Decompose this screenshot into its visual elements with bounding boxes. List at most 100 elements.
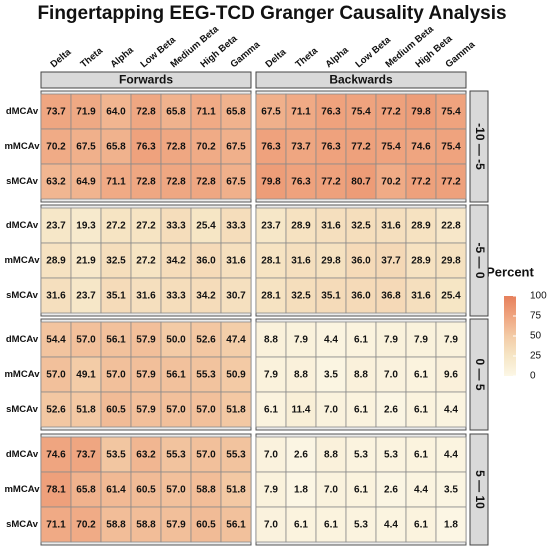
cell-label: 36.8 <box>381 291 401 302</box>
cell-label: 28.9 <box>411 221 431 232</box>
cell-label: 4.4 <box>324 335 338 346</box>
heatmap-cell <box>40 207 72 244</box>
cell-label: 8.8 <box>324 450 338 461</box>
cell-label: 57.9 <box>166 520 186 531</box>
cell-label: 77.2 <box>351 142 371 153</box>
cell-label: 11.4 <box>292 405 311 416</box>
cell-label: 57.0 <box>166 405 186 416</box>
heatmap-cell <box>160 207 192 244</box>
heatmap-cell <box>220 163 252 200</box>
cell-label: 70.2 <box>381 177 401 188</box>
heatmap-cell <box>255 128 287 165</box>
cell-label: 71.1 <box>106 177 126 188</box>
facet-label: 5 — 10 <box>473 470 487 509</box>
row-label: dMCAv <box>6 106 39 117</box>
cell-label: 3.5 <box>444 485 458 496</box>
cell-label: 2.6 <box>294 450 308 461</box>
heatmap-cell <box>130 163 162 200</box>
cell-label: 28.1 <box>261 291 281 302</box>
cell-label: 31.6 <box>321 221 341 232</box>
cell-label: 7.0 <box>264 520 278 531</box>
cell-label: 63.2 <box>136 450 156 461</box>
cell-label: 65.8 <box>76 485 96 496</box>
heatmap-cell <box>130 321 162 358</box>
heatmap-cell <box>405 506 437 543</box>
cell-label: 71.9 <box>76 107 96 118</box>
cell-label: 58.8 <box>106 520 126 531</box>
heatmap-cell <box>255 356 287 393</box>
facet-label: 0 — 5 <box>473 358 487 390</box>
heatmap-cell <box>190 277 222 314</box>
heatmap-cell <box>70 128 102 165</box>
cell-label: 6.1 <box>414 405 428 416</box>
heatmap-cell <box>255 93 287 130</box>
heatmap-cell <box>130 93 162 130</box>
heatmap-cell <box>375 506 407 543</box>
cell-label: 74.6 <box>411 142 431 153</box>
heatmap-cell <box>315 321 347 358</box>
cell-label: 28.1 <box>261 256 281 267</box>
cell-label: 27.2 <box>136 221 156 232</box>
cell-label: 7.9 <box>444 335 458 346</box>
heatmap-cell <box>100 207 132 244</box>
cell-label: 27.2 <box>136 256 156 267</box>
heatmap-cell <box>160 471 192 508</box>
cell-label: 6.1 <box>414 520 428 531</box>
heatmap-cell <box>130 207 162 244</box>
cell-label: 72.8 <box>166 177 186 188</box>
legend-tick-label: 0 <box>530 371 536 382</box>
column-label: Theta <box>293 45 320 70</box>
heatmap-cell <box>220 506 252 543</box>
cell-label: 57.0 <box>106 370 126 381</box>
cell-label: 31.6 <box>136 291 156 302</box>
cell-label: 33.3 <box>166 221 186 232</box>
heatmap-cell <box>405 321 437 358</box>
cell-label: 32.5 <box>106 256 126 267</box>
cell-label: 79.8 <box>411 107 431 118</box>
cell-label: 31.6 <box>226 256 246 267</box>
cell-label: 1.8 <box>444 520 458 531</box>
cell-label: 77.2 <box>441 177 461 188</box>
cell-label: 65.8 <box>226 107 246 118</box>
heatmap-cell <box>70 207 102 244</box>
heatmap-cell <box>435 163 467 200</box>
cell-label: 76.3 <box>321 107 341 118</box>
cell-label: 79.8 <box>261 177 281 188</box>
cell-label: 5.3 <box>354 450 368 461</box>
cell-label: 72.8 <box>166 142 186 153</box>
facet-strip <box>255 71 467 89</box>
legend-tick-label: 100 <box>530 291 547 302</box>
cell-label: 53.5 <box>106 450 126 461</box>
heatmap-cell <box>160 163 192 200</box>
heatmap-cell <box>220 277 252 314</box>
facet-strip <box>469 204 489 317</box>
cell-label: 6.1 <box>354 485 368 496</box>
cell-label: 2.6 <box>384 405 398 416</box>
cell-label: 35.1 <box>321 291 341 302</box>
cell-label: 64.9 <box>76 177 96 188</box>
cell-label: 75.4 <box>441 107 461 118</box>
heatmap-cell <box>435 471 467 508</box>
cell-label: 70.2 <box>196 142 216 153</box>
heatmap-cell <box>435 93 467 130</box>
heatmap-cell <box>315 436 347 473</box>
cell-label: 67.5 <box>76 142 96 153</box>
cell-label: 6.1 <box>264 405 278 416</box>
facet-strip <box>469 433 489 546</box>
heatmap-cell <box>100 128 132 165</box>
cell-label: 29.8 <box>441 256 461 267</box>
heatmap-cell <box>130 471 162 508</box>
row-label: mMCAv <box>4 484 40 495</box>
cell-label: 23.7 <box>76 291 96 302</box>
cell-label: 32.5 <box>351 221 371 232</box>
heatmap-cell <box>40 277 72 314</box>
cell-label: 76.3 <box>136 142 156 153</box>
cell-label: 21.9 <box>76 256 96 267</box>
column-label: Alpha <box>323 44 351 70</box>
cell-label: 49.1 <box>76 370 96 381</box>
row-label: mMCAv <box>4 369 40 380</box>
cell-label: 51.8 <box>226 405 246 416</box>
heatmap-cell <box>70 163 102 200</box>
heatmap-cell <box>100 277 132 314</box>
heatmap-cell <box>220 391 252 428</box>
